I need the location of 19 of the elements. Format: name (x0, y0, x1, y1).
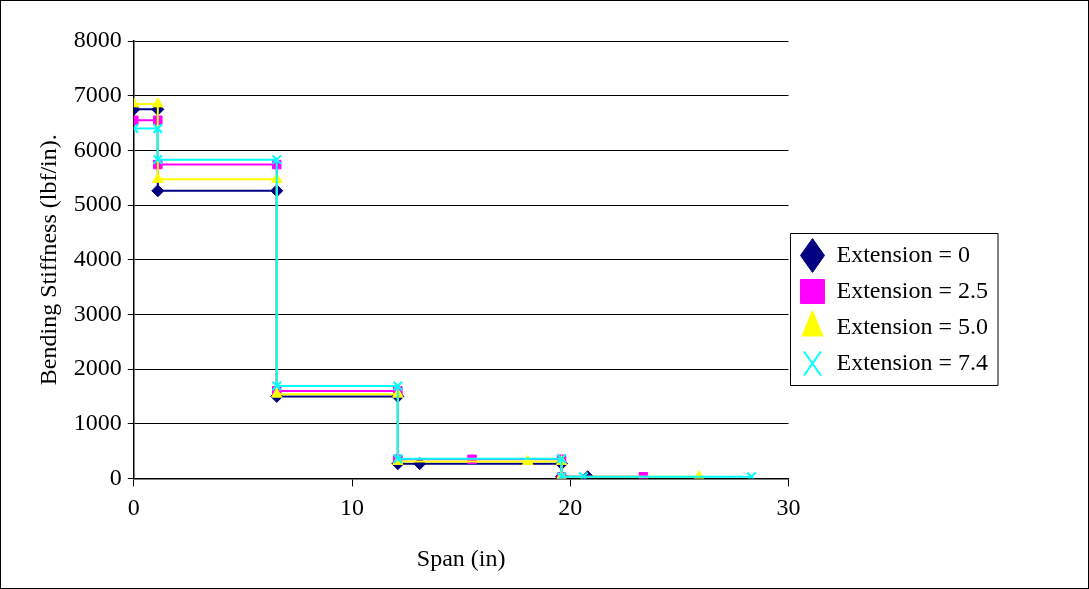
x-tick-label: 0 (127, 494, 140, 521)
y-tick-label: 3000 (73, 299, 122, 326)
y-tick-label: 0 (109, 463, 122, 490)
x-tick-label: 10 (340, 494, 365, 521)
legend-label: Extension = 7.4 (836, 348, 989, 375)
legend-label: Extension = 0 (836, 240, 971, 267)
legend-label: Extension = 5.0 (836, 312, 989, 339)
y-tick-label: 1000 (73, 409, 122, 436)
x-tick-label: 20 (558, 494, 583, 521)
x-tick-label: 30 (776, 494, 801, 521)
y-tick-label: 8000 (73, 26, 122, 53)
y-tick-label: 7000 (73, 80, 122, 107)
y-tick-label: 4000 (73, 245, 122, 271)
legend-label: Extension = 2.5 (836, 276, 989, 303)
y-axis-title: Bending Stiffness (lbf/in). (34, 134, 61, 386)
x-axis-title: Span (in) (416, 544, 506, 571)
y-tick-label: 2000 (73, 354, 122, 381)
y-tick-label: 6000 (73, 135, 122, 162)
y-tick-label: 5000 (73, 190, 122, 217)
